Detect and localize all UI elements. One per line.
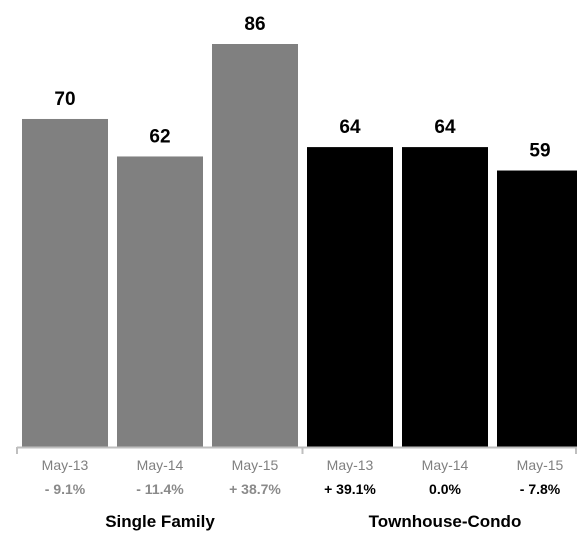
bar-value-label: 64 bbox=[434, 117, 456, 138]
change-label: - 9.1% bbox=[45, 481, 86, 497]
bar-value-label: 64 bbox=[339, 117, 361, 138]
category-tick-label: May-14 bbox=[422, 457, 469, 473]
bar bbox=[497, 170, 577, 447]
category-tick-label: May-13 bbox=[327, 457, 374, 473]
change-label: + 39.1% bbox=[324, 481, 376, 497]
bar-value-label: 62 bbox=[149, 126, 170, 147]
bar-value-label: 70 bbox=[54, 89, 75, 110]
change-label: 0.0% bbox=[429, 481, 461, 497]
category-tick-label: May-15 bbox=[517, 457, 564, 473]
bar bbox=[307, 147, 393, 447]
change-label: + 38.7% bbox=[229, 481, 281, 497]
category-tick-label: May-13 bbox=[42, 457, 89, 473]
change-label: - 7.8% bbox=[520, 481, 561, 497]
category-tick-label: May-15 bbox=[232, 457, 279, 473]
group-label: Townhouse-Condo bbox=[369, 512, 522, 531]
bar bbox=[117, 156, 203, 447]
bar bbox=[22, 118, 108, 447]
bar-value-label: 59 bbox=[529, 141, 550, 162]
bar bbox=[212, 44, 298, 447]
change-label: - 11.4% bbox=[136, 481, 184, 497]
bar bbox=[402, 147, 488, 447]
bar-value-label: 86 bbox=[244, 14, 265, 35]
category-tick-label: May-14 bbox=[137, 457, 184, 473]
group-label: Single Family bbox=[105, 512, 215, 531]
